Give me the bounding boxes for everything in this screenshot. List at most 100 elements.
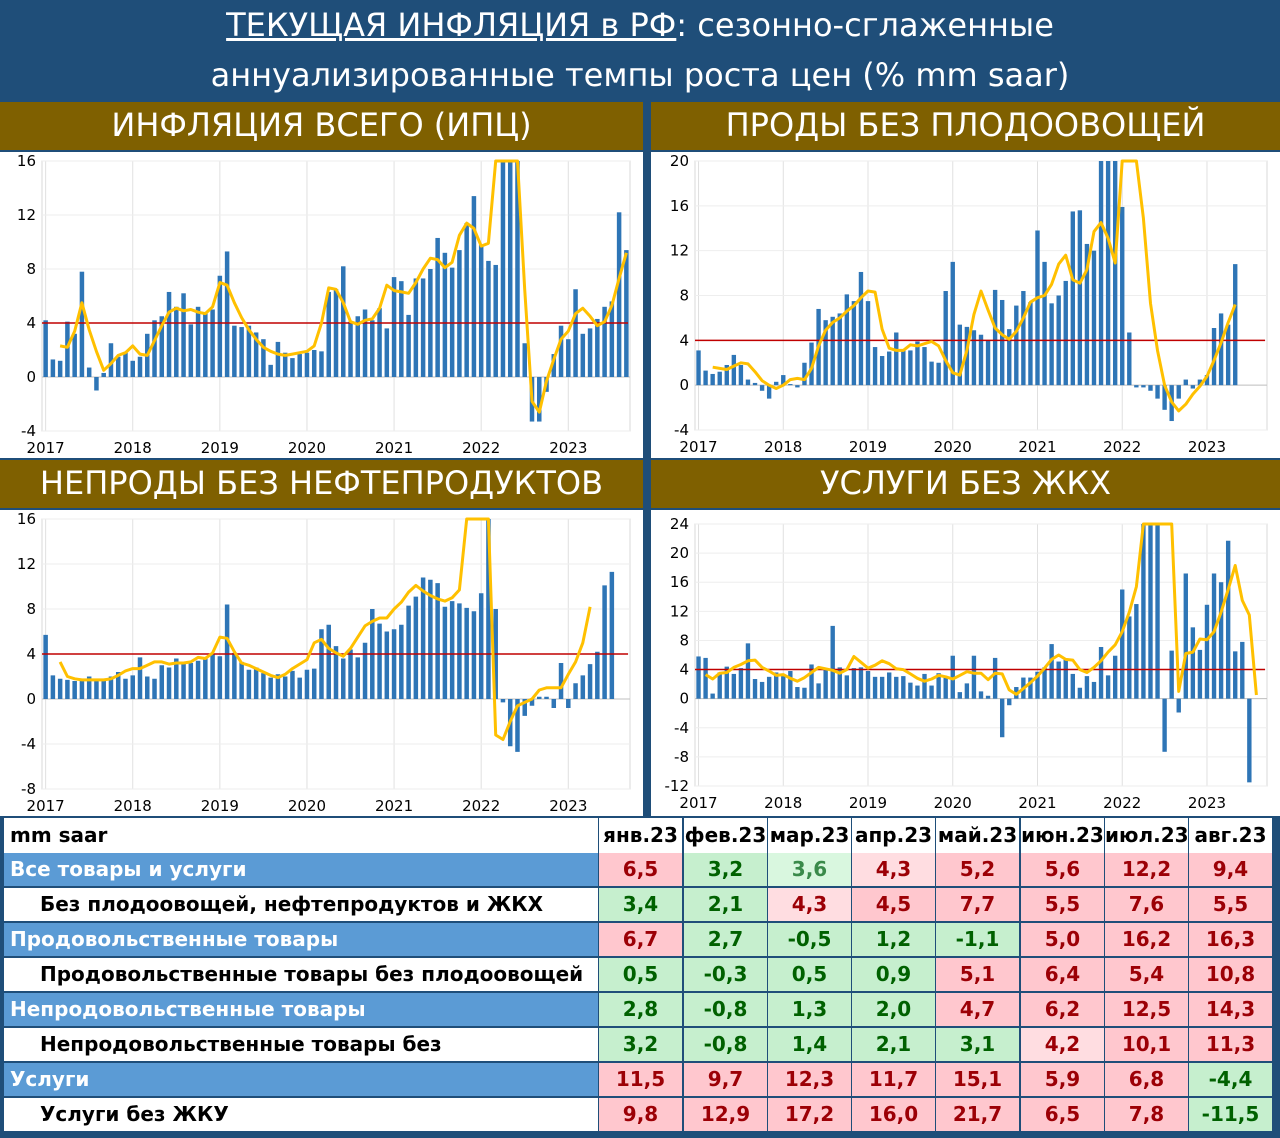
bar — [1176, 385, 1181, 399]
bar — [275, 341, 281, 377]
bar — [802, 687, 807, 699]
bar — [152, 678, 157, 699]
bar — [795, 385, 800, 388]
bar — [1183, 573, 1188, 699]
bar — [1197, 379, 1203, 386]
bar — [43, 320, 48, 377]
x-tick-label: 2017 — [27, 439, 65, 457]
bar — [752, 679, 758, 699]
bar — [261, 339, 266, 377]
bar — [123, 352, 128, 377]
bar — [738, 668, 744, 699]
bar — [50, 675, 56, 699]
bar — [500, 161, 506, 377]
bar — [1218, 582, 1224, 699]
bar — [449, 601, 455, 699]
table-cell: 10,8 — [1189, 958, 1272, 991]
table-cell: 5,2 — [936, 853, 1019, 886]
bar — [696, 656, 701, 699]
bar — [384, 631, 390, 699]
bar — [766, 676, 772, 699]
bar — [823, 320, 828, 386]
bar — [816, 683, 821, 699]
bar — [992, 657, 998, 699]
bar — [486, 260, 491, 377]
table-row: Все товары и услуги 6,5 3,2 3,6 4,3 5,2 5,6 12,… — [0, 853, 1280, 888]
bar — [319, 629, 324, 699]
y-tick-label: 12 — [17, 206, 36, 224]
table-cell: 9,8 — [599, 1098, 682, 1131]
bar — [992, 289, 998, 386]
bar — [1063, 280, 1068, 386]
table-cell: 12,5 — [1105, 993, 1188, 1026]
title-line1-rest: : сезонно-сглаженные — [676, 6, 1054, 44]
bar — [573, 683, 578, 699]
bar — [174, 658, 179, 699]
bar — [1190, 385, 1196, 389]
bar — [566, 699, 571, 708]
bar — [985, 340, 991, 386]
bar — [703, 657, 708, 699]
bar — [471, 611, 477, 699]
table-cell: 2,8 — [599, 993, 682, 1026]
table-cell: 3,2 — [599, 1028, 682, 1061]
bar — [166, 667, 172, 699]
x-tick-label: 2021 — [375, 439, 413, 457]
bar — [731, 354, 737, 386]
bar — [929, 361, 934, 386]
bar — [348, 649, 353, 699]
bar — [745, 643, 751, 699]
x-tick-label: 2020 — [934, 794, 972, 812]
table-row: Непродовольственные товары без нефтепрод… — [0, 1028, 1280, 1089]
bar — [558, 663, 564, 699]
y-tick-label: 0 — [26, 368, 36, 386]
bar — [115, 356, 121, 377]
bar — [1112, 161, 1118, 386]
table-cell: 16,3 — [1189, 923, 1272, 956]
table-cell: 3,1 — [936, 1028, 1019, 1061]
table-month-header: июн.23 — [1021, 818, 1104, 853]
table-month-header: апр.23 — [852, 818, 935, 853]
bar — [348, 321, 353, 377]
bar — [1127, 616, 1132, 699]
y-tick-label: -12 — [665, 777, 690, 795]
bar — [1155, 524, 1160, 699]
bar — [413, 596, 419, 699]
bar — [1035, 671, 1040, 699]
table-cell: 11,3 — [1189, 1028, 1272, 1061]
bar — [57, 360, 63, 377]
bar — [377, 308, 382, 377]
bar — [203, 312, 208, 377]
bar — [500, 699, 506, 703]
bar — [929, 685, 934, 699]
y-tick-label: 16 — [670, 197, 689, 215]
x-tick-label: 2019 — [849, 794, 887, 812]
y-tick-label: 4 — [679, 661, 689, 679]
bar — [1162, 698, 1167, 752]
bar — [624, 250, 629, 377]
bar — [253, 667, 259, 699]
table-row: Продовольственные товары без плодоовощей… — [0, 958, 1280, 993]
bar — [181, 663, 186, 699]
bar — [1028, 677, 1033, 699]
table-cell: -1,1 — [936, 923, 1019, 956]
bar — [1197, 649, 1203, 699]
trend-line — [58, 517, 592, 741]
bar — [1084, 243, 1090, 386]
bar — [362, 642, 368, 699]
bar — [950, 261, 955, 386]
bar — [464, 223, 469, 377]
table-cell: 5,5 — [1189, 888, 1272, 921]
bar — [999, 299, 1005, 386]
bar — [115, 672, 121, 699]
x-tick-label: 2022 — [462, 797, 500, 815]
x-tick-label: 2018 — [114, 797, 152, 815]
bar — [486, 519, 491, 699]
table-cell: 16,2 — [1105, 923, 1188, 956]
bar — [795, 687, 800, 699]
bar — [159, 665, 165, 699]
table-cell: 12,9 — [684, 1098, 767, 1131]
bar — [745, 379, 751, 386]
table-cell: 4,7 — [936, 993, 1019, 1026]
bar — [616, 212, 622, 377]
